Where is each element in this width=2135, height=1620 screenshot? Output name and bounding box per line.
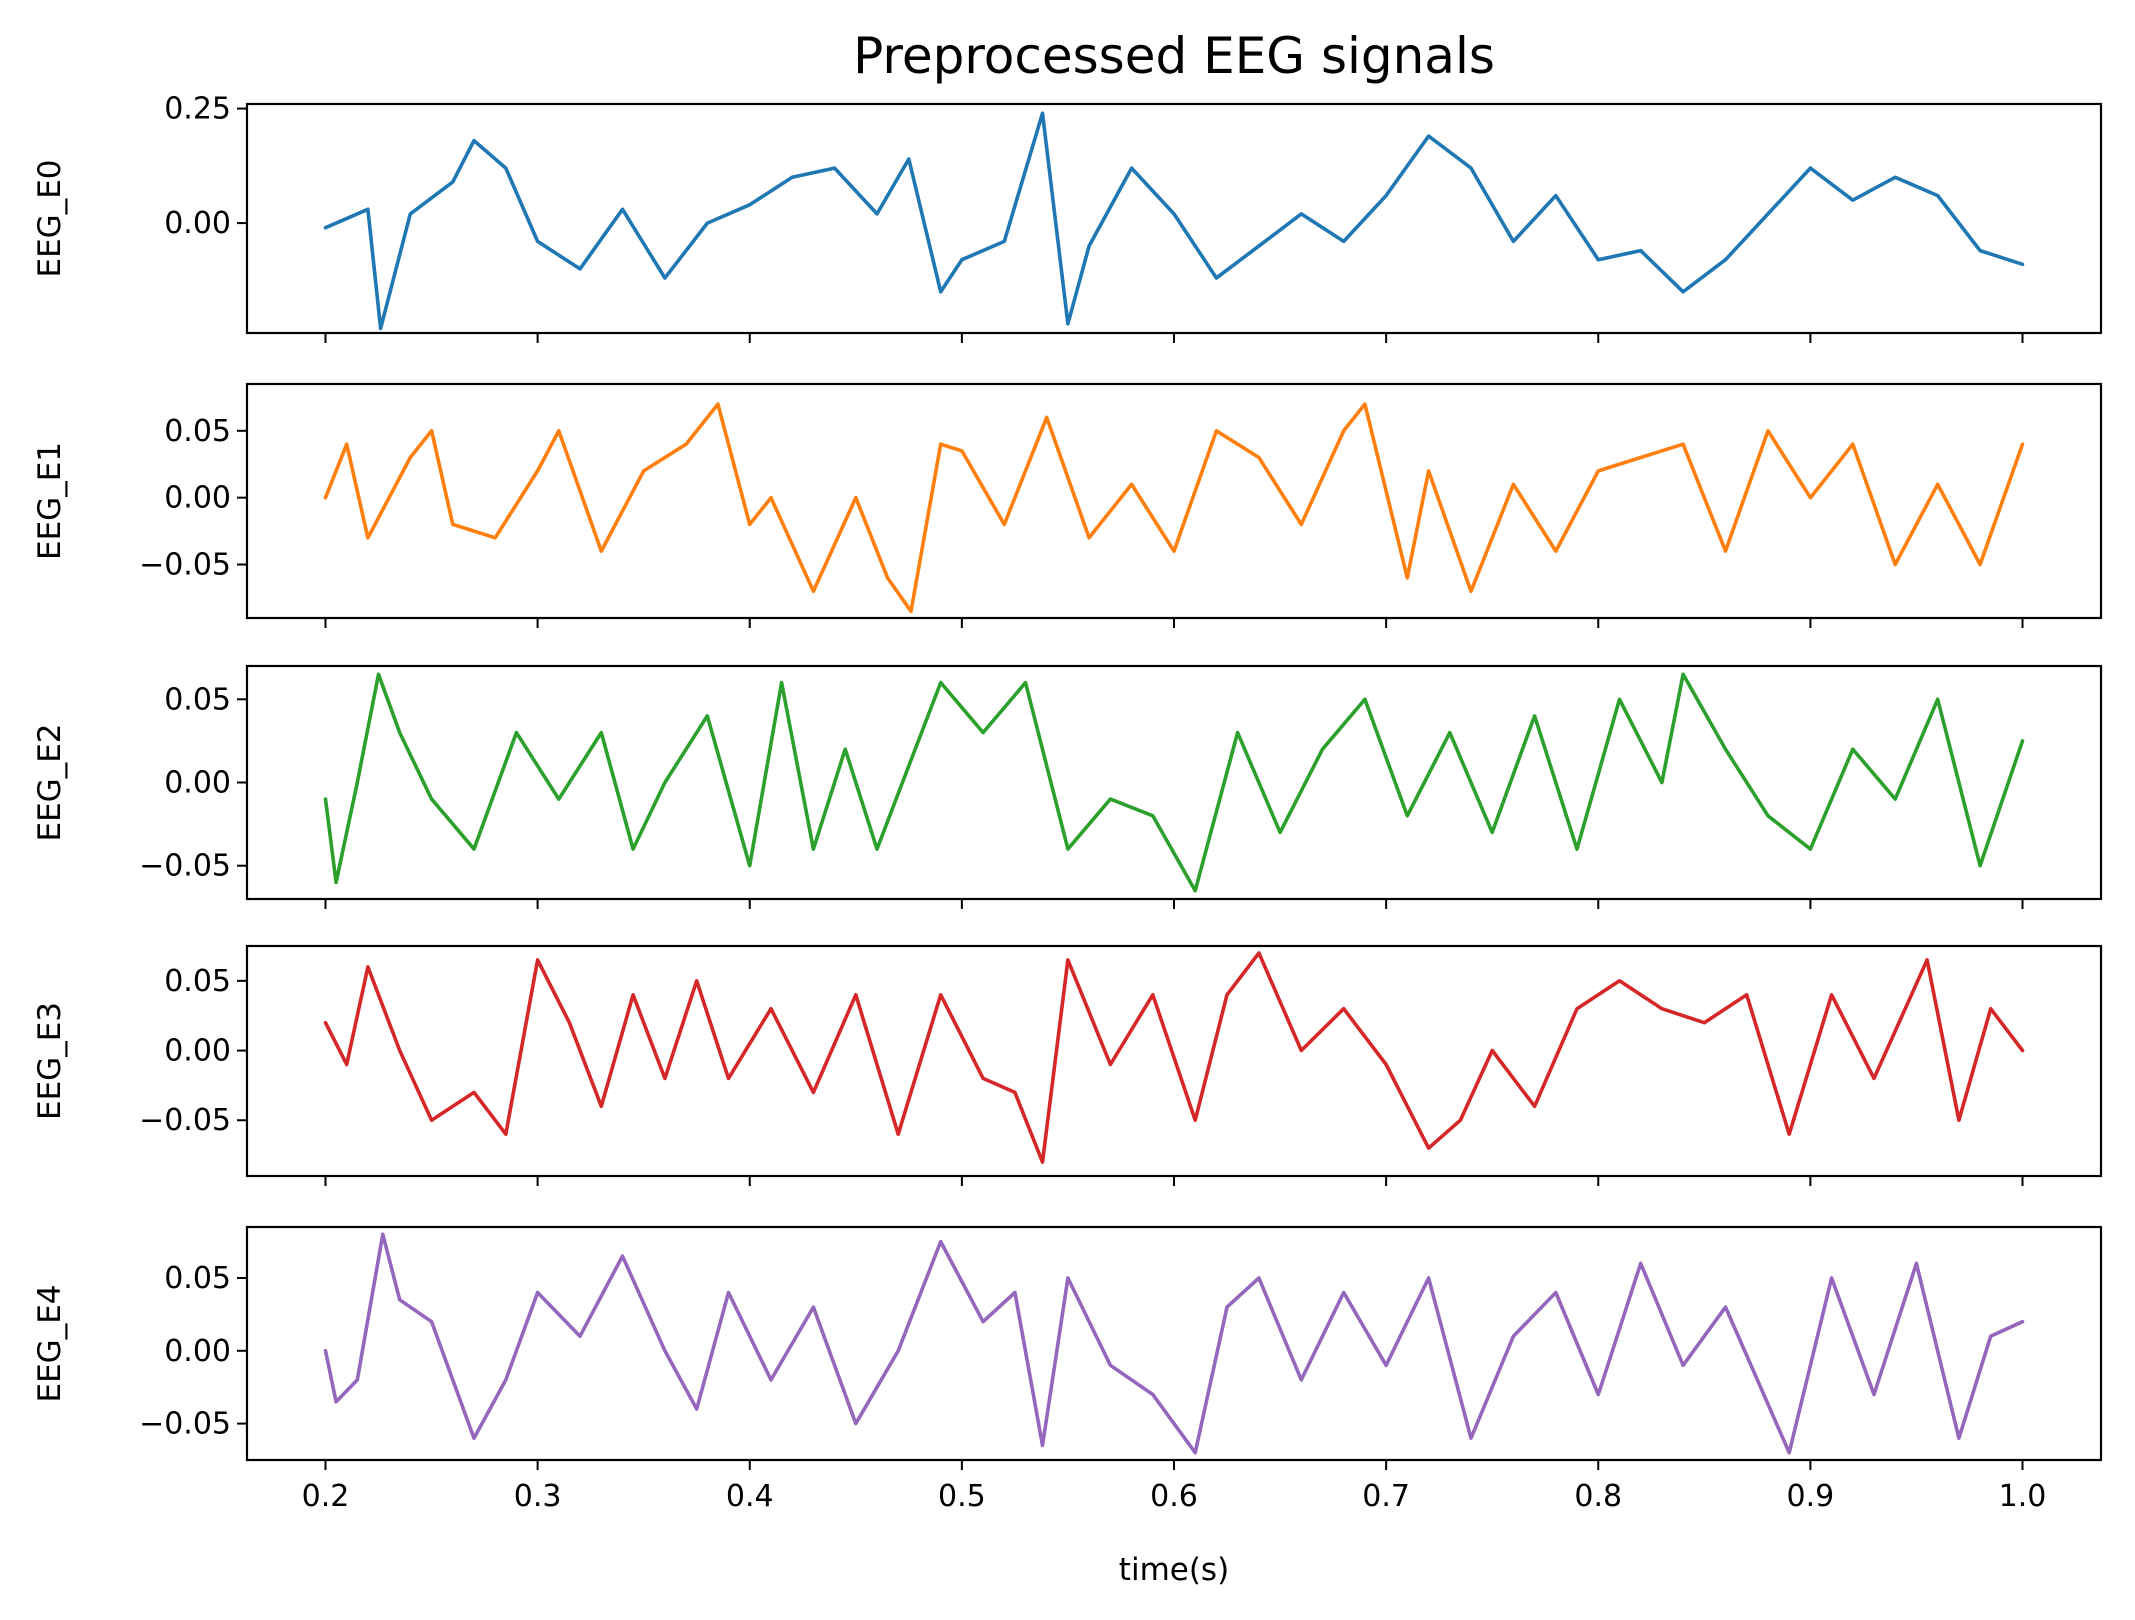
chart-title: Preprocessed EEG signals	[853, 27, 1495, 85]
y-tick-label-0-0: 0.25	[164, 92, 231, 127]
y-axis-label-3: EEG_E3	[32, 1002, 68, 1120]
x-tick-label-0: 0.2	[302, 1479, 350, 1514]
y-axis-label-2: EEG_E2	[32, 723, 68, 841]
series-line-3	[323, 951, 2025, 1164]
y-tick-label-4-2: −0.05	[139, 1407, 231, 1442]
x-tick-label-8: 1.0	[1999, 1479, 2047, 1514]
y-tick-label-2-2: −0.05	[139, 849, 231, 884]
x-axis: 0.2 0.3 0.4 0.5 0.6 0.7 0.8 0.9 1.0	[302, 1479, 2047, 1514]
panel-0: 0.25 0.00 EEG_E0	[32, 92, 2103, 343]
panel-2: 0.05 0.00 −0.05 EEG_E2	[32, 664, 2103, 909]
y-tick-label-0-1: 0.00	[164, 206, 231, 241]
series-line-0	[323, 111, 2025, 331]
series-line-2	[323, 672, 2025, 893]
y-tick-label-3-0: 0.05	[164, 964, 231, 999]
y-tick-label-1-2: −0.05	[139, 548, 231, 583]
y-axis-label-0: EEG_E0	[32, 159, 68, 277]
x-tick-label-7: 0.9	[1787, 1479, 1835, 1514]
y-tick-label-2-0: 0.05	[164, 682, 231, 717]
panel-3: 0.05 0.00 −0.05 EEG_E3	[32, 944, 2103, 1186]
y-tick-label-3-2: −0.05	[139, 1103, 231, 1138]
y-tick-label-1-1: 0.00	[164, 481, 231, 516]
panel-4: 0.05 0.00 −0.05 EEG_E4	[32, 1225, 2103, 1470]
x-tick-label-1: 0.3	[514, 1479, 562, 1514]
series-line-4	[323, 1232, 2025, 1455]
series-line-1	[323, 402, 2025, 614]
x-tick-label-5: 0.7	[1362, 1479, 1410, 1514]
y-tick-label-4-1: 0.00	[164, 1334, 231, 1369]
x-tick-label-3: 0.5	[938, 1479, 986, 1514]
y-axis-label-1: EEG_E1	[32, 442, 68, 560]
y-axis-label-4: EEG_E4	[32, 1284, 68, 1402]
panel-1: 0.05 0.00 −0.05 EEG_E1	[32, 382, 2103, 628]
y-tick-label-3-1: 0.00	[164, 1034, 231, 1069]
panels-group: 0.250.00EEG_E00.050.00−0.05EEG_E10.050.0…	[32, 92, 2103, 1470]
y-tick-label-4-0: 0.05	[164, 1261, 231, 1296]
x-tick-label-6: 0.8	[1574, 1479, 1622, 1514]
y-tick-label-1-0: 0.05	[164, 414, 231, 449]
y-tick-label-2-1: 0.00	[164, 766, 231, 801]
x-tick-label-2: 0.4	[726, 1479, 774, 1514]
x-tick-label-4: 0.6	[1150, 1479, 1198, 1514]
x-axis-label: time(s)	[1119, 1552, 1229, 1588]
